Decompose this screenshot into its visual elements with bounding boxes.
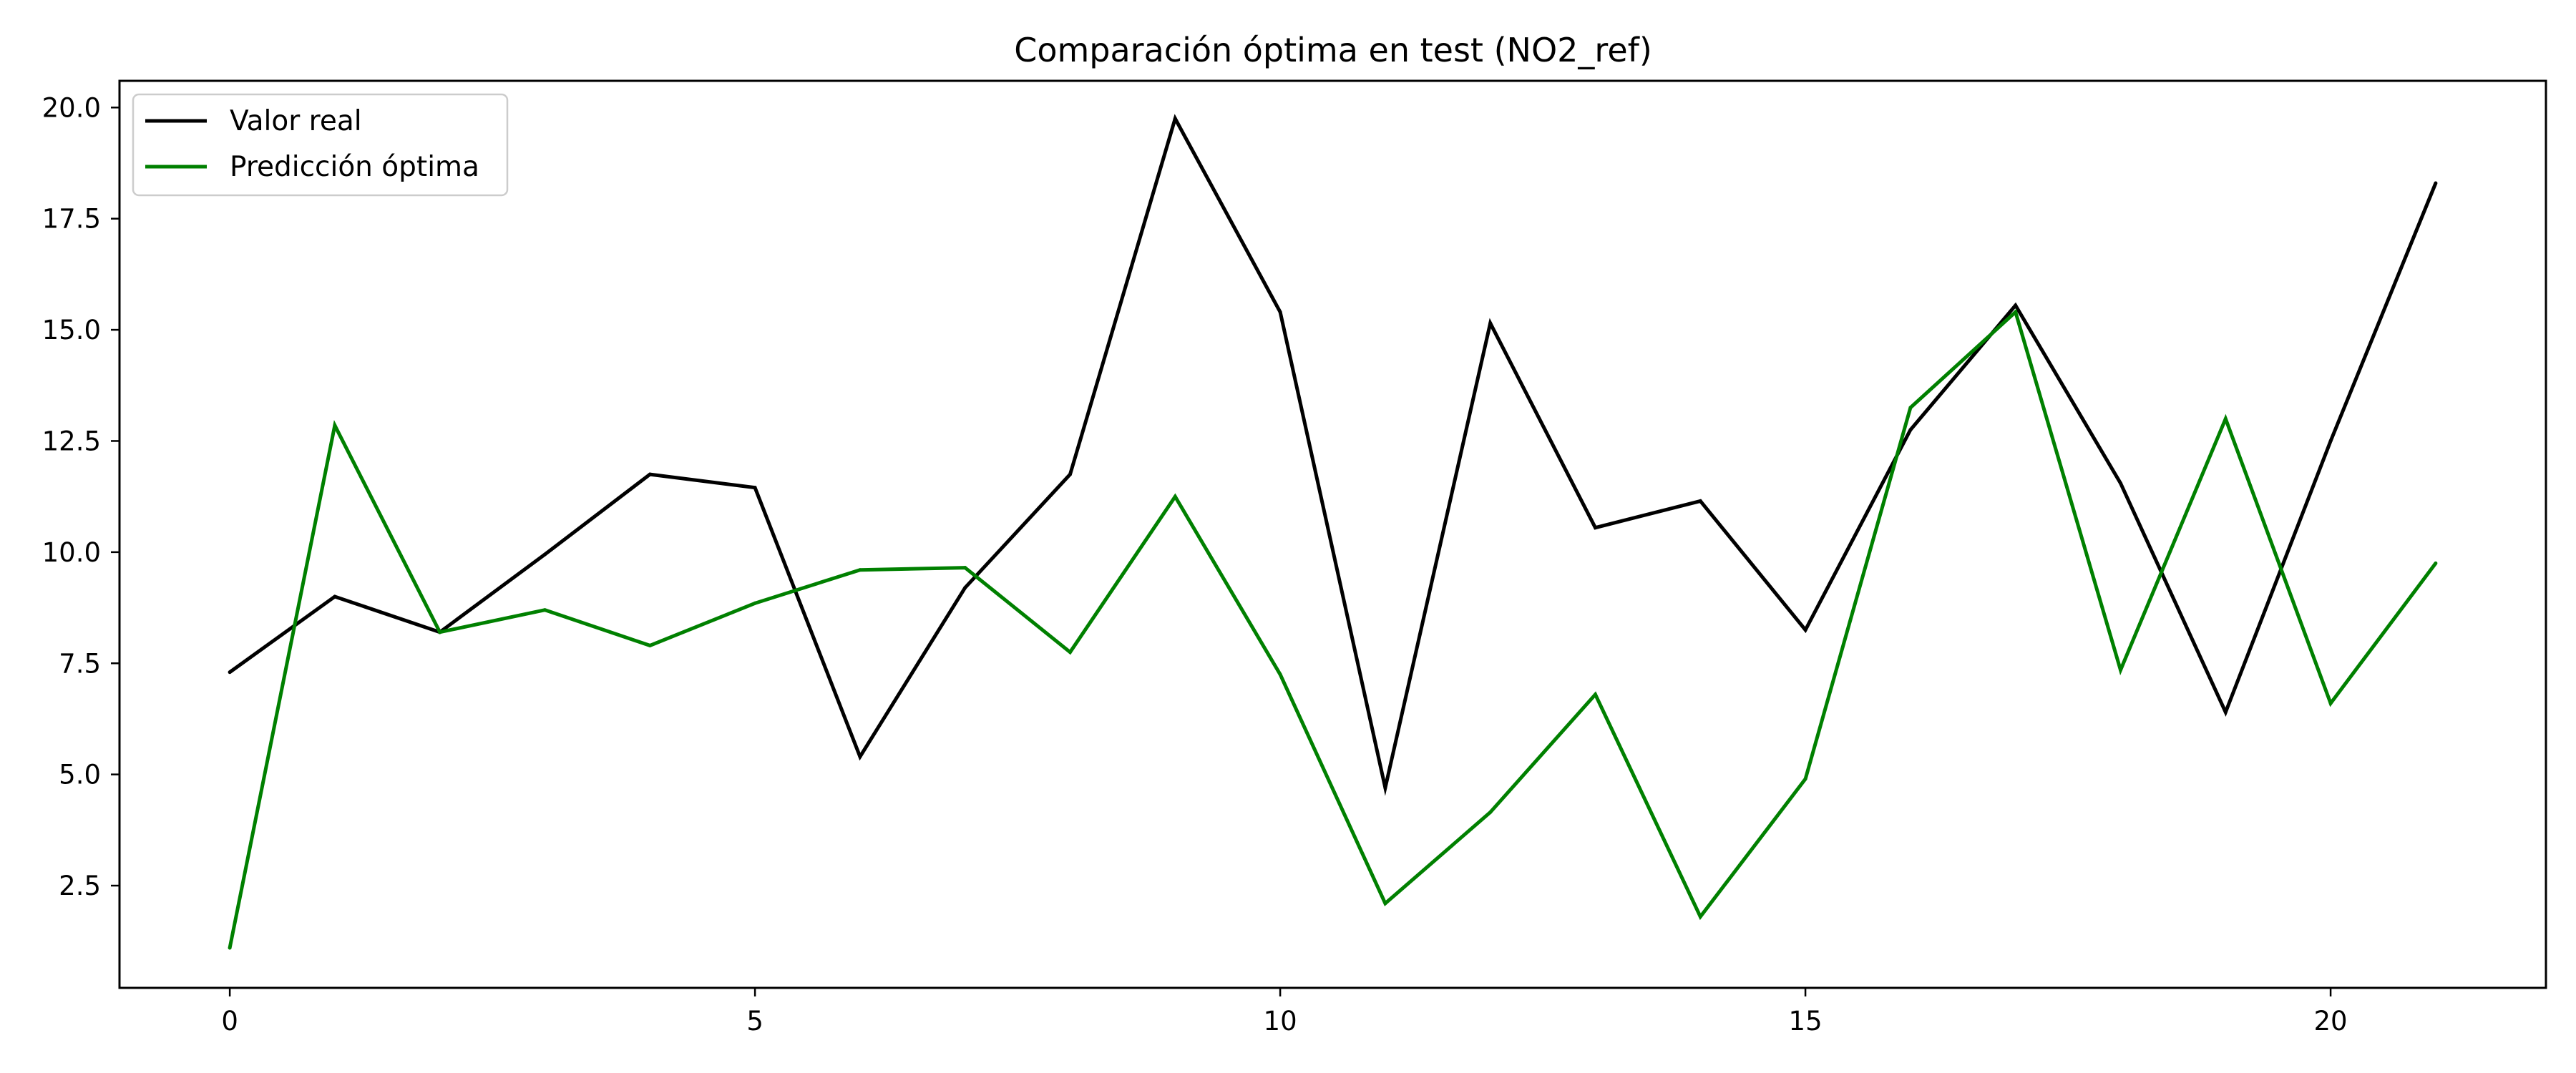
y-tick-label: 5.0 [59, 760, 101, 790]
y-tick-label: 20.0 [42, 92, 101, 123]
data-point-s0-4 [648, 472, 652, 476]
data-point-s0-20 [2328, 439, 2333, 443]
series-line-1 [228, 308, 2437, 949]
x-tick-label: 5 [746, 1006, 763, 1037]
data-point-s0-11 [1383, 785, 1387, 790]
y-tick-label: 10.0 [42, 537, 101, 568]
data-point-s0-1 [333, 594, 337, 599]
x-axis: 0 5 10 15 20 [221, 988, 2348, 1037]
data-point-s0-7 [963, 586, 967, 590]
data-point-s0-12 [1488, 321, 1493, 325]
chart-title: Comparación óptima en test (NO2_ref) [1014, 31, 1652, 69]
data-point-s1-16 [1908, 406, 1913, 410]
y-axis: 2.5 5.0 7.5 10.0 12.5 15.0 17.5 20.0 [42, 92, 119, 901]
data-point-s1-14 [1698, 915, 1702, 918]
data-point-s1-9 [1173, 494, 1177, 499]
data-point-s0-18 [2119, 481, 2122, 485]
plot-frame [118, 79, 2547, 989]
data-point-s1-2 [438, 630, 442, 635]
y-tick-label: 7.5 [59, 648, 101, 679]
y-tick-label: 17.5 [42, 204, 101, 235]
data-point-s0-15 [1803, 628, 1807, 632]
x-tick-label: 0 [221, 1006, 238, 1037]
data-point-s1-17 [2014, 310, 2018, 314]
x-tick-label: 10 [1264, 1006, 1297, 1037]
data-point-s1-0 [228, 946, 232, 950]
data-point-s1-11 [1383, 901, 1387, 906]
data-point-s0-10 [1278, 310, 1282, 314]
data-point-s0-13 [1594, 526, 1597, 530]
legend-label-valor-real: Valor real [230, 105, 362, 137]
data-point-s1-4 [648, 643, 652, 647]
series-line-0 [228, 114, 2438, 796]
data-point-s0-0 [228, 670, 232, 675]
data-point-s1-20 [2328, 701, 2333, 705]
data-point-s1-10 [1278, 672, 1282, 677]
x-tick-label: 15 [1789, 1006, 1823, 1037]
data-point-s0-19 [2223, 710, 2228, 715]
data-point-s1-7 [963, 566, 967, 570]
x-tick-label: 20 [2314, 1006, 2348, 1037]
data-point-s1-6 [858, 568, 862, 572]
data-point-s0-16 [1908, 428, 1913, 432]
data-point-s1-5 [753, 601, 757, 605]
data-point-s1-21 [2434, 561, 2438, 565]
data-point-s1-13 [1594, 692, 1597, 697]
data-point-s0-8 [1068, 472, 1072, 476]
data-point-s0-5 [753, 486, 757, 490]
series-layer [228, 114, 2438, 950]
y-tick-label: 12.5 [42, 426, 101, 456]
data-point-s0-9 [1173, 117, 1177, 121]
legend: Valor real Predicción óptima [132, 93, 509, 197]
data-point-s1-8 [1068, 650, 1072, 655]
data-point-s1-19 [2223, 416, 2228, 421]
legend-label-prediccion-optima: Predicción óptima [230, 151, 479, 183]
data-point-s0-6 [858, 755, 862, 759]
data-point-s0-21 [2434, 181, 2438, 185]
y-tick-label: 15.0 [42, 315, 101, 346]
data-point-s1-1 [333, 423, 337, 428]
data-point-s1-3 [543, 608, 547, 612]
data-point-s0-14 [1698, 499, 1702, 503]
data-point-s0-3 [543, 552, 547, 557]
data-point-s1-12 [1488, 810, 1493, 814]
legend-box [132, 93, 509, 197]
y-tick-label: 2.5 [59, 871, 101, 901]
data-point-s0-17 [2014, 303, 2018, 308]
data-point-s1-15 [1803, 777, 1807, 781]
data-point-s1-18 [2119, 668, 2122, 672]
